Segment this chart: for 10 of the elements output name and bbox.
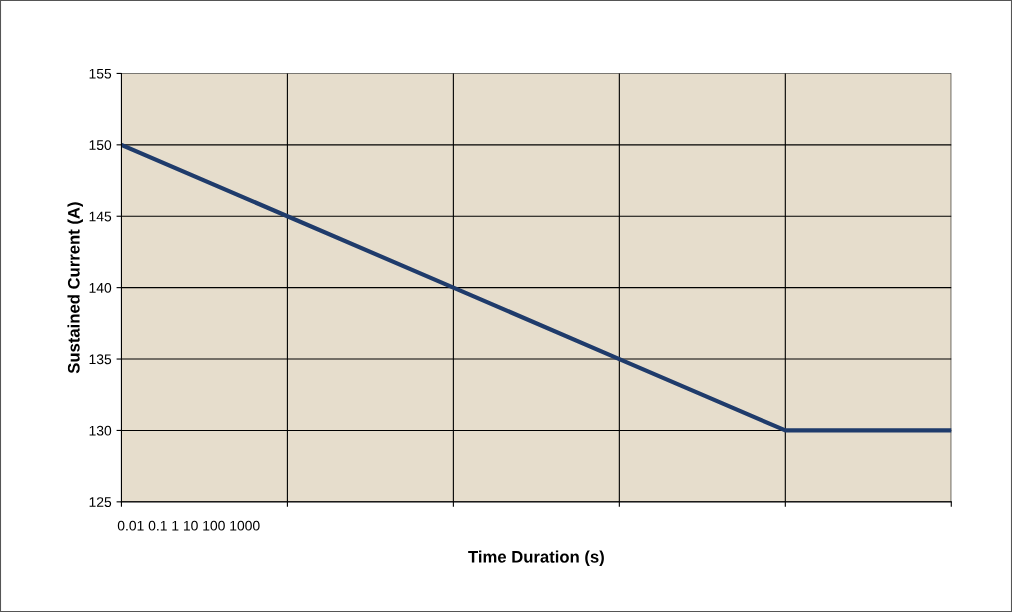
y-tick-label: 135 (89, 354, 112, 365)
y-tick-label: 155 (89, 68, 112, 79)
y-axis-title: Sustained Current (A) (67, 202, 83, 374)
y-tick-label: 150 (89, 140, 112, 151)
y-tick-label: 130 (89, 425, 112, 436)
y-tick-label: 145 (89, 211, 112, 222)
x-axis-title: Time Duration (s) (468, 550, 604, 566)
y-tick-label: 125 (89, 497, 112, 508)
text: 0.01 0.1 1 10 100 1000 (117, 520, 260, 531)
y-tick-label: 140 (89, 282, 112, 293)
